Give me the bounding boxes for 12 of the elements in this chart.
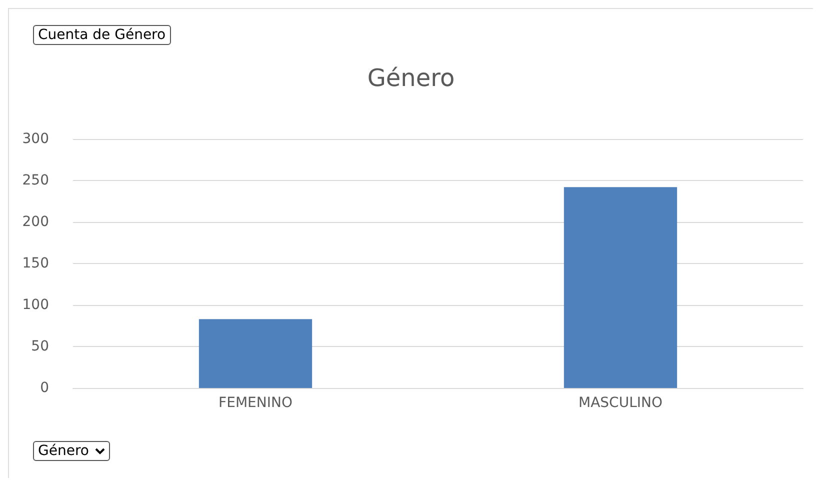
x-tick-label: FEMENINO (218, 395, 292, 411)
y-tick-label: 200 (22, 214, 49, 230)
chart-title: Género (367, 64, 455, 92)
y-tick-label: 150 (22, 256, 49, 272)
text: Género (33, 441, 110, 461)
y-tick-label: 50 (31, 338, 49, 354)
y-tick-label: 100 (22, 297, 49, 313)
x-tick-label: MASCULINO (578, 395, 662, 411)
y-tick-label: 300 (22, 131, 49, 147)
text: Cuenta de Género (33, 25, 171, 45)
y-tick-label: 250 (22, 172, 49, 188)
y-tick-label: 0 (40, 380, 49, 396)
